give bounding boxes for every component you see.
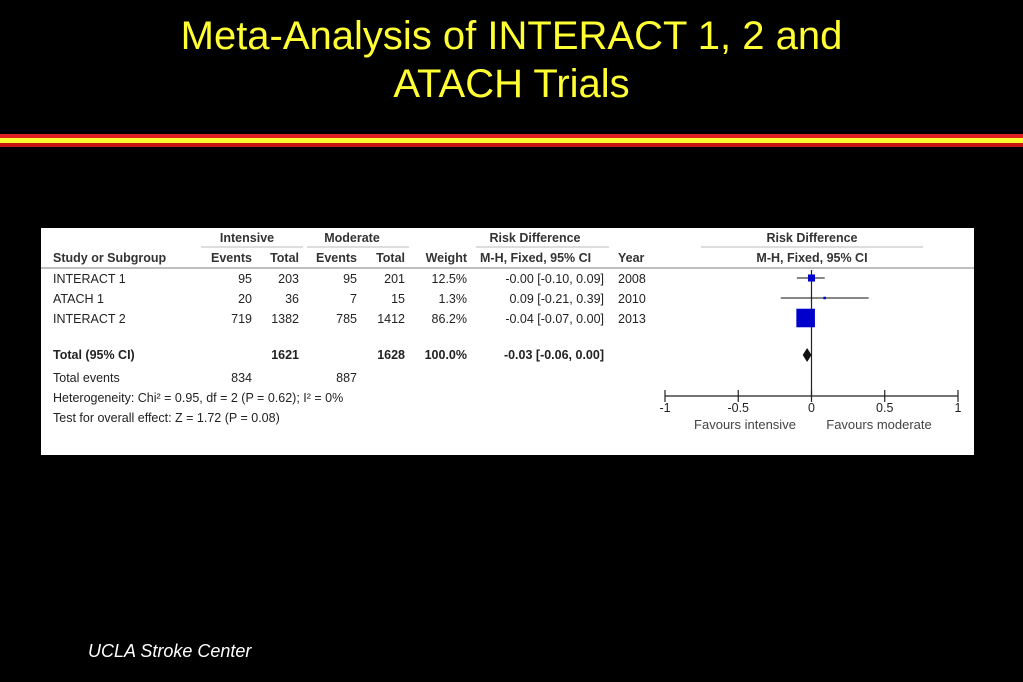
study-name: INTERACT 1 (53, 272, 126, 286)
study-row: ATACH 1 20 36 7 15 1.3% 0.09 [-0.21, 0.3… (53, 292, 646, 306)
plot-header-method: M-H, Fixed, 95% CI (756, 251, 867, 265)
total-diamond (802, 348, 812, 362)
title-line-1: Meta-Analysis of INTERACT 1, 2 and (180, 14, 843, 58)
header-intensive: Intensive (220, 231, 274, 245)
mod-total: 201 (384, 272, 405, 286)
mod-events: 95 (343, 272, 357, 286)
int-total: 36 (285, 292, 299, 306)
study-row: INTERACT 1 95 203 95 201 12.5% -0.00 [-0… (53, 272, 646, 286)
study-marker-3 (796, 308, 815, 328)
total-label: Total (95% CI) (53, 348, 135, 362)
x-tick-label: -0.5 (727, 401, 749, 415)
int-events: 95 (238, 272, 252, 286)
study-marker-2 (823, 296, 826, 300)
year: 2013 (618, 312, 646, 326)
int-events: 20 (238, 292, 252, 306)
overall-effect-text: Test for overall effect: Z = 1.72 (P = 0… (53, 411, 280, 425)
favours-intensive-label: Favours intensive (694, 417, 796, 432)
study-name: ATACH 1 (53, 292, 104, 306)
total-weight: 100.0% (425, 348, 467, 362)
year: 2008 (618, 272, 646, 286)
weight: 1.3% (439, 292, 468, 306)
col-mod-total: Total (376, 251, 405, 265)
footer-org-name: UCLA Stroke Center (88, 641, 252, 661)
x-tick-label: 1 (955, 401, 962, 415)
col-int-events: Events (211, 251, 252, 265)
ci-text: -0.04 [-0.07, 0.00] (505, 312, 604, 326)
study-row: INTERACT 2 719 1382 785 1412 86.2% -0.04… (53, 312, 646, 326)
mod-events: 7 (350, 292, 357, 306)
forest-plot-panel: Intensive Moderate Risk Difference Risk … (41, 228, 974, 455)
x-tick-label: -1 (659, 401, 670, 415)
total-events-label: Total events (53, 371, 120, 385)
title-line-2: ATACH Trials (393, 62, 630, 106)
study-name: INTERACT 2 (53, 312, 126, 326)
col-method: M-H, Fixed, 95% CI (480, 251, 591, 265)
col-weight: Weight (426, 251, 468, 265)
slide-title: Meta-Analysis of INTERACT 1, 2 and ATACH… (0, 12, 1023, 108)
total-row: Total (95% CI) 1621 1628 100.0% -0.03 [-… (53, 348, 604, 362)
mod-total: 15 (391, 292, 405, 306)
header-moderate: Moderate (324, 231, 380, 245)
divider-red-top (0, 134, 1023, 138)
total-int: 1621 (271, 348, 299, 362)
total-ci-text: -0.03 [-0.06, 0.00] (504, 348, 604, 362)
col-mod-events: Events (316, 251, 357, 265)
weight: 12.5% (432, 272, 467, 286)
total-events-intensive: 834 (231, 371, 252, 385)
divider-yellow (0, 138, 1023, 143)
divider-red-bottom (0, 143, 1023, 147)
col-study: Study or Subgroup (53, 251, 167, 265)
weight: 86.2% (432, 312, 467, 326)
ci-text: 0.09 [-0.21, 0.39] (509, 292, 604, 306)
col-int-total: Total (270, 251, 299, 265)
int-events: 719 (231, 312, 252, 326)
ci-text: -0.00 [-0.10, 0.09] (505, 272, 604, 286)
x-tick-label: 0 (808, 401, 815, 415)
forest-plot-svg: Intensive Moderate Risk Difference Risk … (41, 231, 974, 432)
mod-events: 785 (336, 312, 357, 326)
col-year: Year (618, 251, 645, 265)
header-risk-difference: Risk Difference (489, 231, 580, 245)
study-marker-1 (807, 274, 816, 282)
mod-total: 1412 (377, 312, 405, 326)
favours-moderate-label: Favours moderate (826, 417, 932, 432)
int-total: 1382 (271, 312, 299, 326)
year: 2010 (618, 292, 646, 306)
heterogeneity-text: Heterogeneity: Chi² = 0.95, df = 2 (P = … (53, 391, 343, 405)
total-events-moderate: 887 (336, 371, 357, 385)
total-mod: 1628 (377, 348, 405, 362)
total-events-row: Total events 834 887 (53, 371, 357, 385)
int-total: 203 (278, 272, 299, 286)
plot-marks (780, 270, 869, 396)
plot-header-title: Risk Difference (766, 231, 857, 245)
plot-axis: -1 -0.5 0 0.5 1 (659, 390, 962, 415)
x-tick-label: 0.5 (876, 401, 893, 415)
